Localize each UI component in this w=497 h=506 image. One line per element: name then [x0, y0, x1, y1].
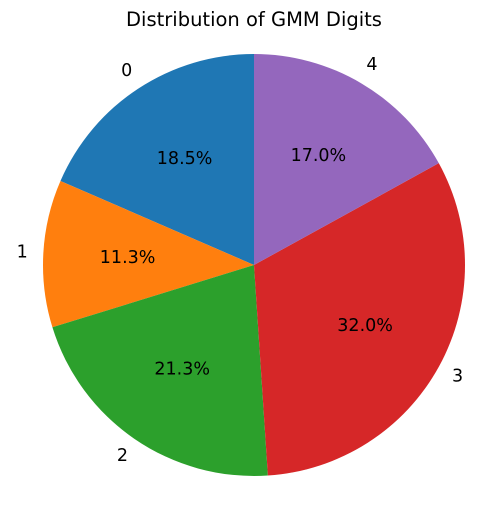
slice-percent-2: 21.3%: [154, 359, 210, 379]
slice-label-3: 3: [452, 366, 463, 386]
slice-percent-1: 11.3%: [100, 248, 156, 268]
pie-slice-1: [43, 180, 254, 328]
slice-label-0: 0: [121, 61, 132, 81]
pie-slice-4: [254, 54, 439, 265]
pie-labels: 0 18.5% 1 11.3% 2 21.3% 3 32.0% 4 17.0%: [17, 55, 464, 466]
slice-label-1: 1: [17, 242, 28, 262]
slice-percent-4: 17.0%: [291, 146, 347, 166]
chart-title: Distribution of GMM Digits: [126, 8, 382, 31]
slice-percent-0: 18.5%: [157, 149, 213, 169]
slice-label-2: 2: [117, 446, 128, 466]
slice-percent-3: 32.0%: [337, 316, 393, 336]
pie-slice-3: [254, 163, 465, 476]
pie-slice-0: [60, 54, 255, 265]
pie-slice-2: [52, 265, 268, 476]
slice-label-4: 4: [366, 55, 377, 75]
pie-slices: [43, 54, 465, 476]
